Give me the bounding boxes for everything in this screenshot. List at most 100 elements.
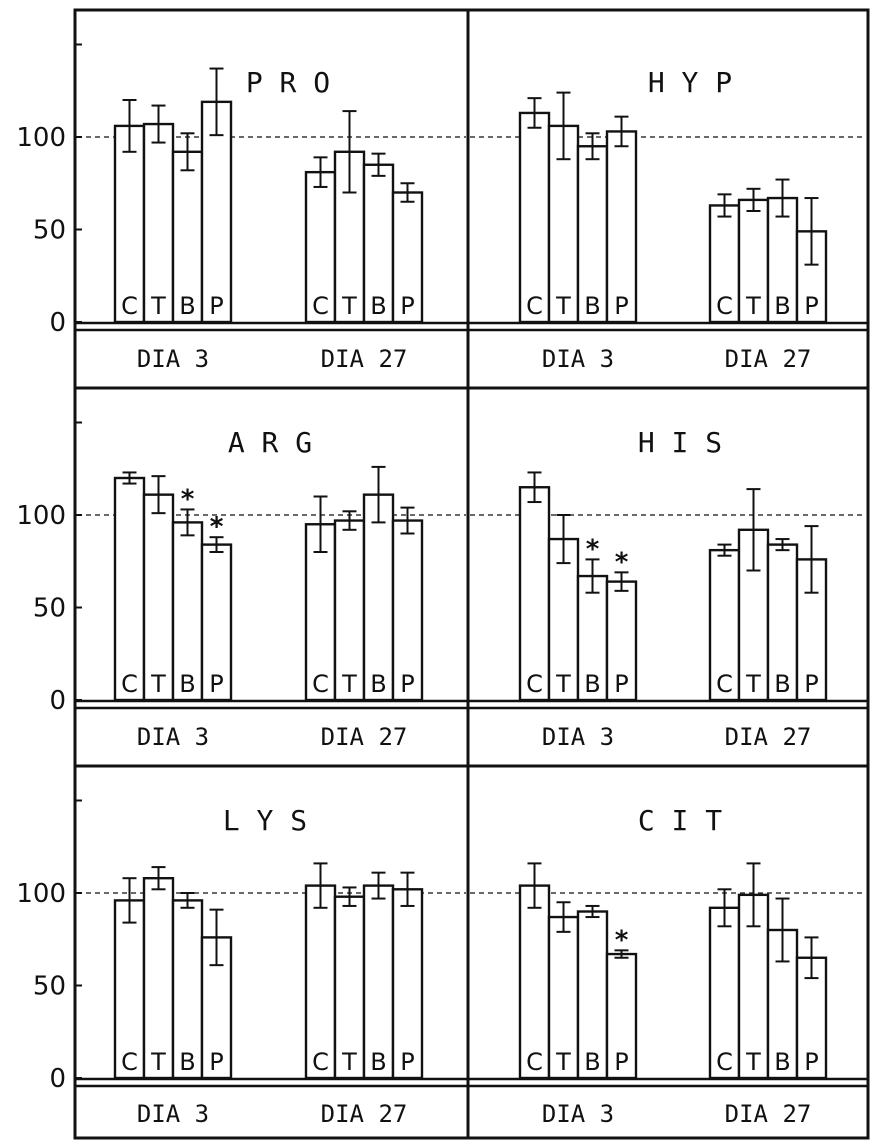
category-label: T [555, 292, 571, 320]
category-label: B [179, 292, 195, 320]
category-label: B [584, 670, 600, 698]
category-label: P [209, 670, 223, 698]
category-label: T [150, 670, 166, 698]
group-label: DIA 27 [321, 345, 408, 373]
significance-star: * [615, 547, 629, 577]
y-axis-labels: 0 50 100 0 50 100 0 50 100 [16, 43, 82, 1094]
category-label: B [774, 670, 790, 698]
panel-title: A R G [228, 426, 312, 459]
bar-group-dia-3: C T B P * [518, 862, 638, 1080]
category-label: P [614, 1048, 628, 1076]
category-label: C [716, 670, 733, 698]
category-label: T [341, 670, 357, 698]
panel-frames [73, 8, 870, 1140]
group-label: DIA 3 [542, 1100, 614, 1128]
group-label: DIA 3 [137, 1100, 209, 1128]
y-axis-row-3: 0 50 100 [16, 799, 82, 1094]
category-label: B [370, 1048, 386, 1076]
panel-title: L Y S [223, 804, 307, 837]
category-label: C [716, 1048, 733, 1076]
category-label: C [121, 1048, 138, 1076]
group-label: DIA 3 [542, 345, 614, 373]
bar-c [304, 884, 337, 1080]
bar-c [113, 899, 146, 1080]
category-label: C [312, 1048, 329, 1076]
group-label: DIA 27 [725, 345, 812, 373]
category-label: C [121, 670, 138, 698]
category-label: B [179, 670, 195, 698]
bar-c [708, 906, 741, 1080]
category-label: B [774, 1048, 790, 1076]
category-label: C [526, 670, 543, 698]
group-label: DIA 27 [321, 1100, 408, 1128]
category-label: P [400, 670, 414, 698]
bar-b [362, 163, 395, 324]
category-label: T [150, 292, 166, 320]
y-tick-label: 0 [49, 1064, 66, 1094]
y-tick-label: 100 [16, 501, 66, 531]
bar-p [605, 952, 638, 1080]
y-tick-label: 100 [16, 879, 66, 909]
bar-t [737, 198, 770, 324]
bar-b [171, 899, 204, 1080]
group-label: DIA 27 [321, 723, 408, 751]
bar-group-dia-3: C T B*P** [113, 471, 233, 702]
bar-b [576, 574, 609, 702]
category-label: B [179, 1048, 195, 1076]
category-label: C [312, 670, 329, 698]
panel-title: H I S [638, 426, 722, 459]
group-label: DIA 27 [725, 723, 812, 751]
bar-c [518, 111, 551, 324]
category-label: P [804, 1048, 818, 1076]
category-label: B [370, 292, 386, 320]
group-label: DIA 3 [137, 345, 209, 373]
category-label: C [526, 292, 543, 320]
y-tick-label: 50 [33, 216, 66, 246]
bar-p [605, 130, 638, 324]
y-axis-row-2: 0 50 100 [16, 421, 82, 716]
group-label: DIA 3 [542, 723, 614, 751]
category-label: T [555, 670, 571, 698]
category-label: P [400, 292, 414, 320]
category-label: B [370, 670, 386, 698]
significance-star: * [210, 512, 224, 542]
category-label: P [804, 670, 818, 698]
y-tick-label: 100 [16, 123, 66, 153]
y-tick-label: 50 [33, 594, 66, 624]
category-label: T [555, 1048, 571, 1076]
y-tick-label: 0 [49, 308, 66, 338]
bar-b [362, 884, 395, 1080]
category-label: C [121, 292, 138, 320]
bar-b [766, 543, 799, 702]
group-label: DIA 27 [725, 1100, 812, 1128]
bar-t [142, 877, 175, 1080]
category-label: T [745, 1048, 761, 1076]
category-label: T [745, 292, 761, 320]
significance-star: * [210, 512, 224, 542]
category-label: B [584, 1048, 600, 1076]
y-tick-label: 0 [49, 686, 66, 716]
y-tick-label: 50 [33, 972, 66, 1002]
bar-group-dia-3: C T B * P * [518, 471, 638, 702]
group-label: DIA 3 [137, 723, 209, 751]
category-label: B [774, 292, 790, 320]
category-label: C [716, 292, 733, 320]
category-label: P [614, 292, 628, 320]
y-axis-row-1: 0 50 100 [16, 43, 82, 338]
category-label: P [400, 1048, 414, 1076]
category-label: C [526, 1048, 543, 1076]
category-label: P [804, 292, 818, 320]
